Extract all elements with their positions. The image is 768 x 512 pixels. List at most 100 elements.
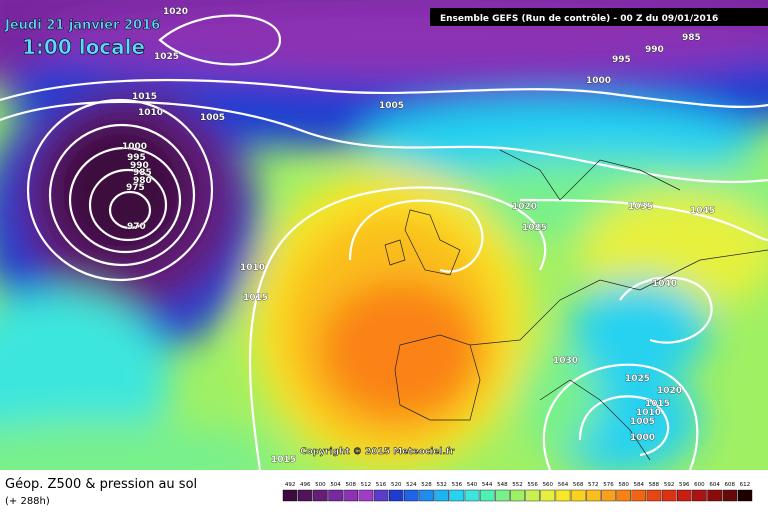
legend-swatch bbox=[676, 489, 692, 502]
isobar-label: 1020 bbox=[163, 7, 188, 17]
legend-swatch bbox=[449, 489, 465, 502]
isobar-label: 1005 bbox=[379, 101, 404, 111]
isobar-label: 995 bbox=[612, 55, 631, 65]
legend-swatch bbox=[419, 489, 434, 502]
legend-label: 512 bbox=[361, 482, 372, 488]
legend-label: 492 bbox=[285, 482, 296, 488]
isobar-label: 970 bbox=[127, 222, 146, 232]
isobar-label: 975 bbox=[126, 183, 145, 193]
isobar-label: 995 bbox=[127, 153, 146, 163]
legend-label: 528 bbox=[421, 482, 432, 488]
legend-label: 516 bbox=[376, 482, 387, 488]
isobar-label: 1015 bbox=[243, 293, 268, 303]
legend-swatch bbox=[297, 489, 313, 502]
legend-label: 608 bbox=[725, 482, 736, 488]
isobar-label: 990 bbox=[645, 45, 664, 55]
legend-label: 548 bbox=[497, 482, 508, 488]
legend-label: 612 bbox=[740, 482, 751, 488]
legend-swatch bbox=[328, 489, 343, 502]
legend-label: 504 bbox=[330, 482, 341, 488]
legend-label: 524 bbox=[406, 482, 417, 488]
isobars bbox=[0, 14, 768, 470]
legend-swatch bbox=[388, 489, 404, 502]
isobar-label: 980 bbox=[133, 176, 152, 186]
legend-swatch bbox=[358, 489, 374, 502]
legend-swatch bbox=[707, 489, 722, 502]
legend-swatch bbox=[570, 489, 586, 502]
isobar-label: 1015 bbox=[645, 399, 670, 409]
legend-swatch bbox=[343, 489, 359, 502]
legend-label: 496 bbox=[300, 482, 311, 488]
legend-swatch bbox=[616, 489, 631, 502]
legend-swatch bbox=[737, 489, 753, 502]
legend-label: 552 bbox=[512, 482, 523, 488]
time-label: 1:00 locale bbox=[22, 35, 145, 59]
isobar-label: 1020 bbox=[657, 386, 682, 396]
isobar-label: 1020 bbox=[512, 202, 537, 212]
legend-label: 536 bbox=[452, 482, 463, 488]
coastlines bbox=[384, 149, 768, 461]
legend-label: 576 bbox=[603, 482, 614, 488]
legend-swatch bbox=[282, 489, 298, 502]
legend-swatch bbox=[586, 489, 601, 502]
isobar-label: 1025 bbox=[154, 52, 179, 62]
isobar-label: 985 bbox=[133, 168, 152, 178]
copyright: Copyright © 2015 Meteociel.fr bbox=[300, 447, 455, 457]
lead-time: (+ 288h) bbox=[5, 496, 50, 507]
legend-label: 520 bbox=[391, 482, 402, 488]
legend-swatch bbox=[464, 489, 480, 502]
isobar-label: 1035 bbox=[628, 202, 653, 212]
legend-label: 564 bbox=[558, 482, 569, 488]
legend-swatch bbox=[722, 489, 738, 502]
legend-label: 568 bbox=[573, 482, 584, 488]
legend-label: 500 bbox=[315, 482, 326, 488]
legend-label: 604 bbox=[709, 482, 720, 488]
isobar-label: 1015 bbox=[132, 92, 157, 102]
legend-label: 580 bbox=[618, 482, 629, 488]
isobar-label: 1005 bbox=[200, 113, 225, 123]
legend-label: 596 bbox=[679, 482, 690, 488]
legend-swatch bbox=[646, 489, 662, 502]
run-banner bbox=[430, 8, 768, 26]
legend-swatch bbox=[479, 489, 495, 502]
isobar-label: 1000 bbox=[586, 76, 611, 86]
isobar-label: 1000 bbox=[122, 142, 147, 152]
isobar-label: 1010 bbox=[240, 263, 265, 273]
footer-title: Géop. Z500 & pression au sol bbox=[5, 477, 197, 492]
legend-swatch bbox=[525, 489, 540, 502]
legend-swatch bbox=[601, 489, 616, 502]
legend-label: 508 bbox=[345, 482, 356, 488]
isobar-label: 1030 bbox=[553, 356, 578, 366]
legend-label: 572 bbox=[588, 482, 599, 488]
isobar-label: 1010 bbox=[636, 408, 661, 418]
legend-swatch bbox=[373, 489, 389, 502]
legend-label: 532 bbox=[436, 482, 447, 488]
isobar-label: 1015 bbox=[271, 455, 296, 465]
isobar-label: 1040 bbox=[652, 279, 677, 289]
isobar-label: 1025 bbox=[625, 374, 650, 384]
isobar-label: 1045 bbox=[690, 206, 715, 216]
legend-swatch bbox=[555, 489, 571, 502]
legend-swatch bbox=[434, 489, 449, 502]
legend-swatch bbox=[404, 489, 419, 502]
legend-label: 600 bbox=[694, 482, 705, 488]
legend-label: 556 bbox=[527, 482, 538, 488]
legend-swatch bbox=[692, 489, 707, 502]
legend-label: 560 bbox=[543, 482, 554, 488]
isobar-label: 1010 bbox=[138, 108, 163, 118]
isobar-label: 985 bbox=[682, 33, 701, 43]
legend-label: 584 bbox=[634, 482, 645, 488]
run-label: Ensemble GEFS (Run de contrôle) - 00 Z d… bbox=[440, 13, 718, 24]
legend-swatch bbox=[313, 489, 328, 502]
legend-label: 544 bbox=[482, 482, 493, 488]
legend-label: 592 bbox=[664, 482, 675, 488]
legend-swatch bbox=[661, 489, 677, 502]
legend-swatch bbox=[495, 489, 510, 502]
legend-label: 540 bbox=[467, 482, 478, 488]
legend-swatch bbox=[540, 489, 556, 502]
isobar-label: 1005 bbox=[630, 417, 655, 427]
legend-swatch bbox=[631, 489, 647, 502]
